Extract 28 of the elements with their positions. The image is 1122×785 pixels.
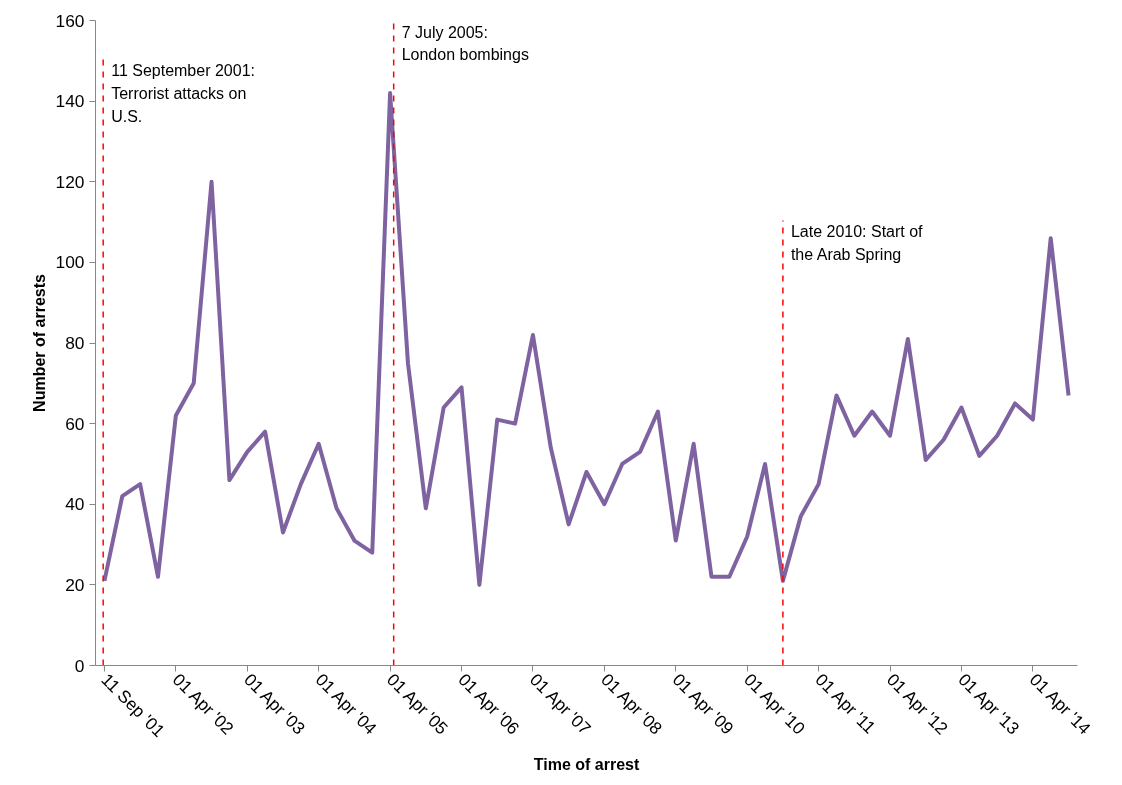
y-tick-label: 40 bbox=[65, 494, 85, 515]
y-tick-label: 60 bbox=[65, 413, 85, 434]
x-axis-title: Time of arrest bbox=[533, 755, 640, 773]
y-tick-label: 160 bbox=[55, 10, 85, 31]
y-tick-label: 100 bbox=[55, 252, 85, 273]
y-tick-label: 0 bbox=[74, 655, 85, 676]
annotation: 11 September 2001: Terrorist attacks on U.S. bbox=[111, 62, 255, 126]
y-tick-label: 120 bbox=[55, 171, 85, 192]
annotation: 7 July 2005: London bombings bbox=[401, 23, 529, 64]
x-tick-label: 01 Apr '10 bbox=[740, 669, 810, 739]
x-tick-label: 01 Apr '02 bbox=[168, 669, 238, 739]
x-tick-label: 01 Apr '12 bbox=[882, 669, 952, 739]
y-axis-title: Number of arrests bbox=[30, 273, 48, 412]
x-tick-label: 01 Apr '07 bbox=[525, 669, 595, 739]
y-tick-label: 80 bbox=[65, 333, 85, 353]
x-tick-label: 01 Apr '04 bbox=[311, 669, 381, 739]
x-tick-label: 01 Apr '11 bbox=[811, 669, 880, 738]
y-tick-label: 20 bbox=[65, 574, 85, 595]
x-tick-label: 01 Apr '06 bbox=[454, 669, 524, 739]
x-tick-label: 11 Sep '01 bbox=[97, 669, 169, 741]
x-tick-label: 01 Apr '05 bbox=[383, 669, 452, 739]
x-tick-label: 01 Apr '03 bbox=[240, 669, 310, 739]
x-tick-label: 01 Apr '09 bbox=[668, 669, 738, 739]
x-tick-label: 01 Apr '14 bbox=[1025, 669, 1095, 739]
x-tick-label: 01 Apr '08 bbox=[597, 669, 667, 739]
x-tick-label: 01 Apr '13 bbox=[954, 669, 1024, 739]
y-tick-label: 140 bbox=[55, 91, 85, 112]
annotation: Late 2010: Start of the Arab Spring bbox=[790, 223, 924, 264]
